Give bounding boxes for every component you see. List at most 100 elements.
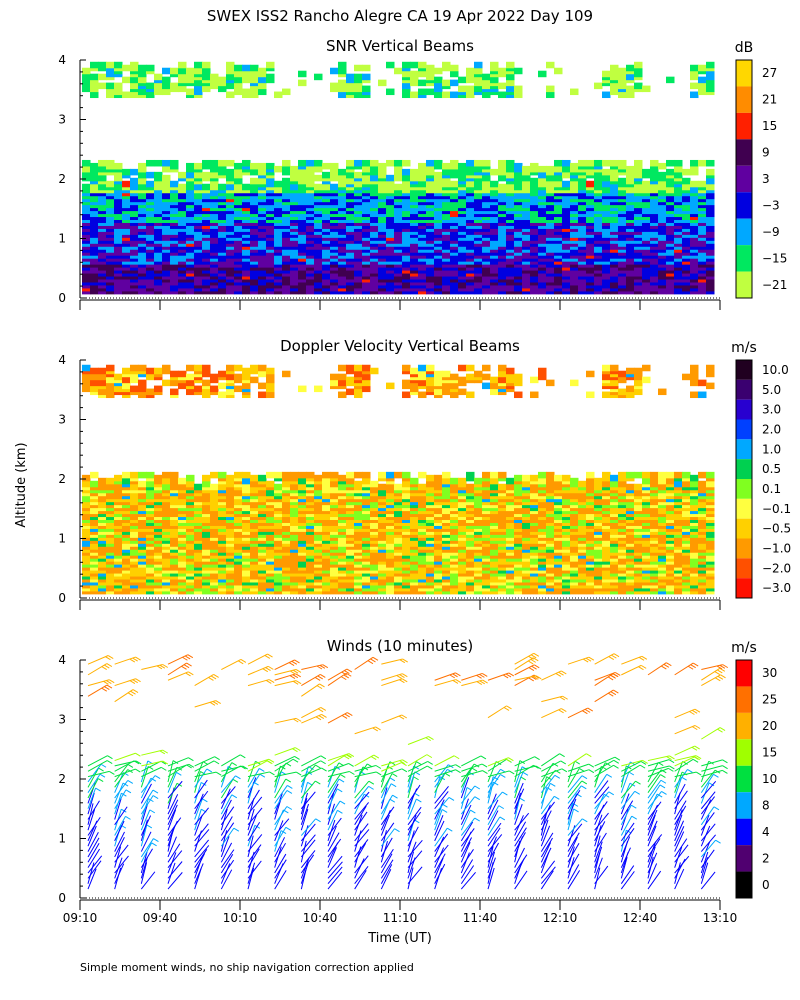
- heatmap-cell: [82, 364, 91, 372]
- heatmap-cell: [306, 159, 315, 167]
- heatmap-cell: [138, 480, 147, 488]
- heatmap-cell: [290, 171, 299, 179]
- heatmap-cell: [482, 82, 491, 90]
- heatmap-cell: [626, 165, 635, 173]
- heatmap-cell: [314, 159, 323, 167]
- heatmap-cell: [146, 480, 155, 488]
- heatmap-cell: [378, 168, 387, 176]
- heatmap-cell: [178, 183, 187, 191]
- heatmap-cell: [482, 73, 491, 81]
- heatmap-cell: [338, 85, 347, 93]
- heatmap-cell: [266, 471, 275, 479]
- heatmap-cell: [154, 85, 163, 93]
- heatmap-cell: [442, 91, 451, 99]
- heatmap-cell: [706, 183, 715, 191]
- y-axis-label: Altitude (km): [14, 442, 29, 527]
- snr-panel: SNR Vertical Beams01234dB27211593−3−9−15…: [58, 37, 787, 310]
- heatmap-cell: [538, 180, 547, 188]
- heatmap-cell: [234, 471, 243, 479]
- heatmap-cell: [274, 180, 283, 188]
- heatmap-cell: [402, 82, 411, 90]
- heatmap-cell: [490, 180, 499, 188]
- heatmap-cell: [298, 385, 307, 393]
- heatmap-cell: [498, 91, 507, 99]
- heatmap-cell: [402, 168, 411, 176]
- heatmap-cell: [266, 180, 275, 188]
- heatmap-cell: [250, 376, 259, 384]
- heatmap-cell: [402, 91, 411, 99]
- heatmap-cell: [82, 376, 91, 384]
- heatmap-cell: [426, 159, 435, 167]
- heatmap-cell: [450, 64, 459, 72]
- x-axis-label: Time (UT): [367, 931, 432, 946]
- heatmap-cell: [418, 168, 427, 176]
- heatmap-cell: [610, 64, 619, 72]
- heatmap-cell: [266, 61, 275, 69]
- heatmap-cell: [418, 79, 427, 87]
- heatmap-cell: [162, 174, 171, 182]
- heatmap-cell: [226, 159, 235, 167]
- heatmap-cell: [98, 477, 107, 485]
- heatmap-cell: [386, 159, 395, 167]
- heatmap-cell: [626, 171, 635, 179]
- heatmap-cell: [114, 82, 123, 90]
- heatmap-cell: [570, 88, 579, 96]
- heatmap-cell: [394, 67, 403, 75]
- heatmap-cell: [146, 171, 155, 179]
- heatmap-cell: [154, 180, 163, 188]
- heatmap-cell: [322, 171, 331, 179]
- heatmap-cell: [426, 180, 435, 188]
- heatmap-cell: [218, 370, 227, 378]
- heatmap-cell: [418, 61, 427, 69]
- heatmap-cell: [170, 67, 179, 75]
- heatmap-cell: [298, 70, 307, 78]
- heatmap-cell: [82, 480, 91, 488]
- heatmap-cell: [90, 61, 99, 69]
- heatmap-cell: [218, 159, 227, 167]
- heatmap-cell: [122, 180, 131, 188]
- heatmap-cell: [282, 165, 291, 173]
- heatmap-cell: [650, 159, 659, 167]
- heatmap-cell: [218, 76, 227, 84]
- heatmap-cell: [594, 159, 603, 167]
- heatmap-cell: [298, 159, 307, 167]
- heatmap-cell: [290, 483, 299, 491]
- heatmap-cell: [242, 373, 251, 381]
- heatmap-cell: [274, 91, 283, 99]
- heatmap-cell: [634, 67, 643, 75]
- heatmap-cell: [330, 471, 339, 479]
- heatmap-cell: [98, 388, 107, 396]
- heatmap-cell: [450, 180, 459, 188]
- heatmap-cell: [250, 76, 259, 84]
- heatmap-cell: [402, 61, 411, 69]
- heatmap-cell: [154, 171, 163, 179]
- heatmap-cell: [162, 379, 171, 387]
- heatmap-cell: [122, 76, 131, 84]
- heatmap-cell: [514, 85, 523, 93]
- heatmap-cell: [434, 183, 443, 191]
- heatmap-cell: [138, 64, 147, 72]
- heatmap-cell: [122, 382, 131, 390]
- heatmap-cell: [698, 64, 707, 72]
- heatmap-cell: [202, 391, 211, 399]
- heatmap-cell: [362, 64, 371, 72]
- heatmap-cell: [386, 88, 395, 96]
- heatmap-cell: [122, 168, 131, 176]
- heatmap-cell: [130, 177, 139, 185]
- colorbar-frame: [735, 59, 753, 299]
- heatmap-cell: [474, 177, 483, 185]
- heatmap-cell: [434, 159, 443, 167]
- colorbar-tick-label: 15: [762, 119, 777, 133]
- heatmap-cell: [354, 64, 363, 72]
- heatmap-cell: [178, 382, 187, 390]
- heatmap-cell: [482, 159, 491, 167]
- heatmap-cell: [562, 159, 571, 167]
- heatmap-cell: [186, 67, 195, 75]
- heatmap-cell: [210, 165, 219, 173]
- heatmap-cell: [666, 168, 675, 176]
- heatmap-cell: [250, 364, 259, 372]
- heatmap-cell: [282, 183, 291, 191]
- heatmap-cell: [706, 79, 715, 87]
- heatmap-cell: [210, 73, 219, 81]
- heatmap-cell: [290, 471, 299, 479]
